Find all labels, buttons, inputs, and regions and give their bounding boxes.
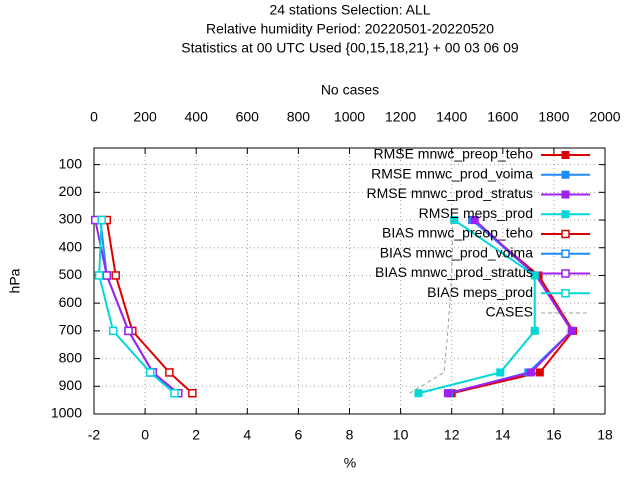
x-tick-label: 4 [243, 427, 251, 443]
x2-tick-label: 200 [133, 109, 157, 125]
x-tick-label: 12 [444, 427, 460, 443]
y-axis-label: hPa [7, 268, 23, 293]
x2-tick-label: 1800 [538, 109, 569, 125]
x2-tick-label: 2000 [589, 109, 620, 125]
y-tick-label: 700 [59, 322, 83, 338]
x2-tick-label: 1600 [487, 109, 518, 125]
x-tick-label: 10 [393, 427, 409, 443]
x2-tick-label: 400 [185, 109, 209, 125]
marker [188, 388, 197, 398]
legend-label: RMSE mnwc_preop_teho [373, 146, 533, 162]
marker [97, 215, 106, 225]
marker [567, 326, 576, 335]
x2-tick-label: 1400 [436, 109, 467, 125]
legend-label: BIAS meps_prod [427, 284, 533, 300]
legend-label: CASES [486, 304, 533, 320]
marker [450, 216, 459, 225]
x2-tick-label: 600 [236, 109, 260, 125]
legend-label: BIAS mnwc_prod_stratus [375, 264, 533, 280]
legend-label: BIAS mnwc_preop_teho [382, 225, 533, 241]
marker [94, 271, 104, 280]
title-line: 24 stations Selection: ALL [269, 2, 430, 18]
x2-tick-label: 800 [287, 109, 311, 125]
marker [561, 170, 570, 179]
x2-tick-label: 0 [90, 109, 98, 125]
x-axis-label: % [344, 455, 356, 471]
x2-axis-label: No cases [321, 82, 379, 98]
plot-frame [93, 147, 606, 415]
marker [561, 229, 570, 239]
marker [530, 271, 539, 280]
marker [561, 210, 570, 219]
x-tick-label: 16 [546, 427, 562, 443]
y-tick-label: 500 [59, 266, 83, 282]
x-tick-label: 2 [192, 427, 200, 443]
marker [124, 326, 133, 336]
marker [170, 388, 179, 398]
x2-tick-label: 1000 [334, 109, 365, 125]
marker [526, 368, 535, 377]
marker [102, 271, 112, 280]
x-tick-label: 0 [141, 427, 149, 443]
marker [111, 271, 120, 280]
x-tick-label: 18 [597, 427, 613, 443]
x2-tick-label: 1200 [385, 109, 416, 125]
legend-label: RMSE mnwc_prod_stratus [366, 185, 533, 201]
marker [443, 389, 452, 398]
marker [530, 326, 539, 335]
legend-label: RMSE mnwc_prod_voima [371, 165, 533, 181]
marker [414, 389, 423, 398]
marker [496, 368, 505, 377]
marker [561, 249, 570, 258]
y-tick-label: 800 [59, 349, 83, 365]
y-tick-label: 100 [59, 155, 83, 171]
series-line [409, 220, 454, 394]
y-tick-label: 200 [59, 183, 83, 199]
y-tick-label: 600 [59, 294, 83, 310]
marker [108, 326, 118, 336]
y-tick-label: 900 [59, 377, 83, 393]
x-tick-label: -2 [88, 427, 101, 443]
marker [470, 216, 479, 225]
x-tick-label: 6 [295, 427, 303, 443]
marker [145, 368, 155, 377]
legend-label: RMSE meps_prod [419, 205, 533, 221]
marker [561, 151, 570, 159]
y-tick-label: 300 [59, 211, 83, 227]
marker [561, 190, 570, 199]
marker [561, 269, 570, 278]
x-tick-label: 8 [346, 427, 354, 443]
title-line: Statistics at 00 UTC Used {00,15,18,21} … [181, 40, 519, 56]
marker [561, 289, 570, 298]
x-tick-label: 14 [495, 427, 511, 443]
title-line: Relative humidity Period: 20220501-20220… [206, 21, 494, 37]
legend-label: BIAS mnwc_prod_voima [380, 244, 534, 260]
y-tick-label: 400 [59, 238, 83, 254]
y-tick-label: 1000 [51, 405, 82, 421]
marker [165, 368, 174, 377]
marker [535, 368, 544, 377]
